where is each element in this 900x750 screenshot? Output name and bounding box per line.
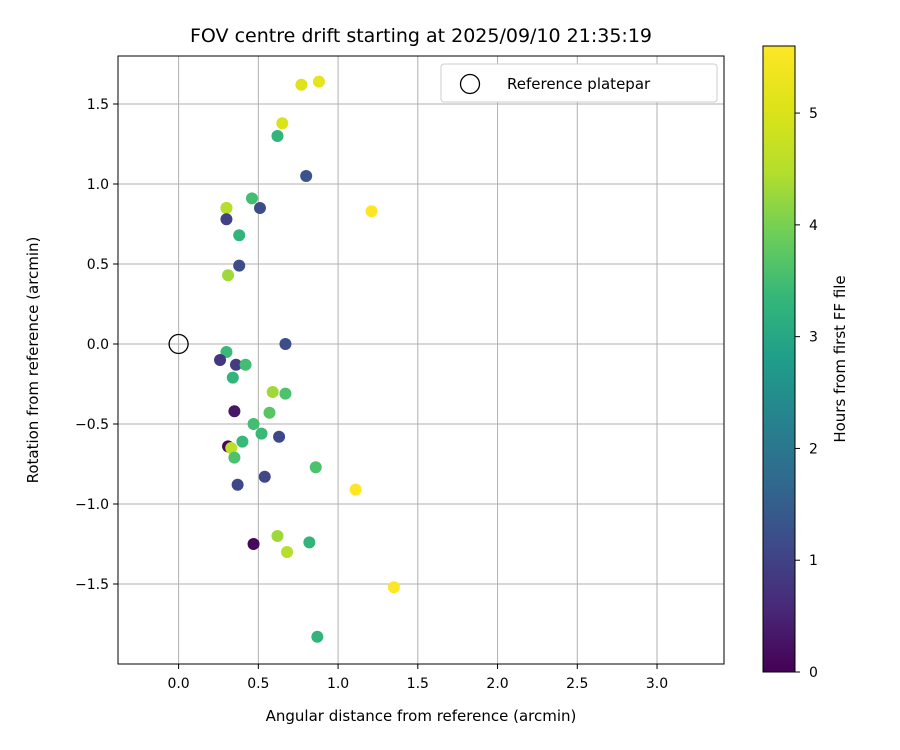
y-tick-label: −0.5 <box>75 417 109 433</box>
reference-layer <box>168 333 189 355</box>
colorbar-gradient <box>762 45 796 673</box>
data-point <box>263 406 276 419</box>
data-point <box>279 338 292 350</box>
data-point <box>365 205 378 218</box>
colorbar-tick-label: 1 <box>809 553 818 569</box>
data-point <box>233 229 246 242</box>
y-tick-label: 1.5 <box>87 97 109 113</box>
y-tick-label: −1.5 <box>75 577 109 593</box>
y-tick-label: 0.5 <box>87 257 109 273</box>
colorbar: 0 1 2 3 4 5 Hours from first FF file <box>762 45 849 681</box>
data-point <box>303 536 316 549</box>
data-point <box>271 530 284 542</box>
data-point <box>295 78 308 91</box>
data-point <box>231 478 244 491</box>
data-point <box>309 461 322 474</box>
data-point <box>247 418 260 430</box>
y-axis-label: Rotation from reference (arcmin) <box>24 237 42 484</box>
data-point <box>255 427 268 440</box>
data-point <box>220 202 233 214</box>
data-point <box>239 358 252 371</box>
data-point <box>387 581 400 594</box>
data-point <box>247 538 260 550</box>
data-point <box>220 346 233 358</box>
y-tick-label: 0.0 <box>87 337 109 353</box>
x-tick-label: 1.0 <box>327 676 349 692</box>
y-tick-label: 1.0 <box>87 177 109 193</box>
data-point <box>253 202 266 214</box>
data-point <box>349 483 362 496</box>
data-point <box>245 192 258 205</box>
x-tick-label: 0.5 <box>247 676 269 692</box>
data-point <box>228 451 241 464</box>
data-point <box>312 75 325 88</box>
data-point <box>266 386 279 398</box>
x-tick-label: 3.0 <box>646 676 668 692</box>
data-points <box>214 75 400 643</box>
x-tick-label: 2.5 <box>566 676 588 692</box>
plot-frame <box>117 55 725 665</box>
data-point <box>300 170 313 182</box>
colorbar-tick-label: 5 <box>809 106 818 122</box>
data-point <box>220 213 233 226</box>
x-tick-label: 2.0 <box>486 676 508 692</box>
data-point <box>279 387 292 400</box>
data-point <box>228 405 241 418</box>
chart-title: FOV centre drift starting at 2025/09/10 … <box>190 25 652 47</box>
colorbar-tick-label: 0 <box>809 665 818 681</box>
legend: Reference platepar <box>440 63 718 103</box>
data-point <box>230 358 243 371</box>
data-point <box>258 470 271 483</box>
x-tick-label: 0.0 <box>167 676 189 692</box>
legend-label: Reference platepar <box>507 75 651 93</box>
data-point <box>233 259 246 272</box>
grid <box>118 56 724 664</box>
reference-platepar-marker <box>168 333 189 355</box>
x-tick-label: 1.5 <box>407 676 429 692</box>
data-point <box>214 354 227 366</box>
data-point <box>281 546 294 558</box>
data-point <box>273 430 286 443</box>
data-point <box>226 371 239 384</box>
legend-marker-icon <box>459 73 481 95</box>
colorbar-ticks: 0 1 2 3 4 5 <box>795 106 818 681</box>
data-point <box>236 435 249 448</box>
colorbar-tick-label: 3 <box>809 330 818 346</box>
colorbar-tick-label: 2 <box>809 441 818 457</box>
ticks: 0.0 0.5 1.0 1.5 2.0 2.5 3.0 −1.5 −1.0 −0.5 0.0 0.5 1… <box>75 97 668 692</box>
x-axis-label: Angular distance from reference (arcmin) <box>266 707 577 725</box>
data-point <box>276 117 289 130</box>
colorbar-label: Hours from first FF file <box>831 275 849 442</box>
data-point <box>222 269 235 282</box>
data-point <box>311 630 324 643</box>
data-point <box>271 130 284 142</box>
colorbar-tick-label: 4 <box>809 218 818 234</box>
data-point <box>225 442 238 454</box>
legend-box <box>440 63 718 103</box>
y-tick-label: −1.0 <box>75 497 109 513</box>
